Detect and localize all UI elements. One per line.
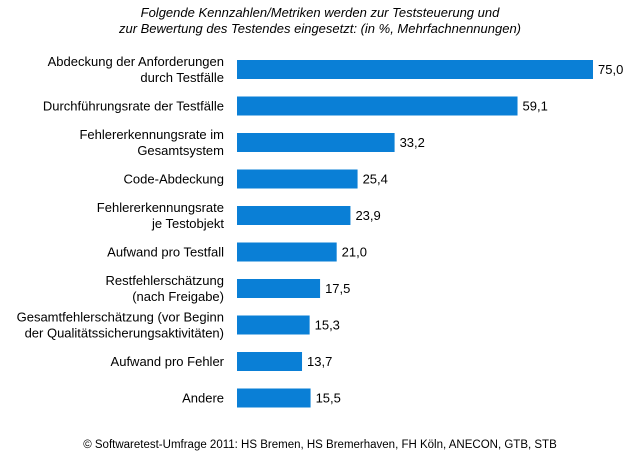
category-label-2-line-1: Gesamtsystem bbox=[137, 143, 224, 158]
category-label-2-line-0: Fehlererkennungsrate im bbox=[79, 127, 224, 142]
bar-4 bbox=[237, 206, 351, 225]
value-label-4: 23,9 bbox=[355, 208, 380, 223]
category-label-9: Andere bbox=[182, 391, 224, 406]
value-label-5: 21,0 bbox=[342, 245, 367, 260]
category-label-0: Abdeckung der Anforderungen durch Testfäl… bbox=[48, 54, 224, 85]
category-label-5: Aufwand pro Testfall bbox=[107, 245, 224, 260]
bar-5 bbox=[237, 242, 337, 262]
category-label-6-line-1: (nach Freigabe) bbox=[132, 289, 224, 304]
value-label-3: 25,4 bbox=[363, 172, 388, 187]
category-label-4-line-1: je Testobjekt bbox=[151, 216, 224, 231]
category-label-2: Fehlererkennungsrate im Gesamtsystem bbox=[79, 127, 224, 158]
bar-0 bbox=[237, 60, 593, 79]
category-label-4-line-0: Fehlererkennungsrate bbox=[97, 200, 224, 215]
category-label-8-line-0: Aufwand pro Fehler bbox=[111, 354, 225, 369]
category-label-9-line-0: Andere bbox=[182, 391, 224, 406]
category-label-1-line-0: Durchführungsrate der Testfälle bbox=[43, 99, 224, 114]
category-label-4: Fehlererkennungsrate je Testobjekt bbox=[97, 200, 225, 231]
value-label-8: 13,7 bbox=[307, 354, 332, 369]
value-label-0: 75,0 bbox=[598, 62, 623, 77]
value-label-2: 33,2 bbox=[400, 135, 425, 150]
category-label-3: Code-Abdeckung bbox=[124, 172, 224, 187]
bar-6 bbox=[237, 279, 321, 298]
value-label-9: 15,5 bbox=[316, 391, 341, 406]
chart-title-line-1: Folgende Kennzahlen/Metriken werden zur … bbox=[140, 5, 500, 20]
category-label-5-line-0: Aufwand pro Testfall bbox=[107, 245, 224, 260]
category-label-7-line-0: Gesamtfehlerschätzung (vor Beginn bbox=[17, 310, 224, 325]
category-label-1: Durchführungsrate der Testfälle bbox=[43, 99, 224, 114]
chart-title: Folgende Kennzahlen/Metriken werden zur … bbox=[0, 5, 640, 37]
bar-1 bbox=[237, 96, 518, 116]
category-label-7: Gesamtfehlerschätzung (vor Beginn der Qua… bbox=[17, 310, 224, 341]
category-label-3-line-0: Code-Abdeckung bbox=[124, 172, 224, 187]
category-label-6: Restfehlerschätzung (nach Freigabe) bbox=[105, 273, 224, 304]
category-label-0-line-1: durch Testfälle bbox=[140, 70, 224, 85]
bar-3 bbox=[237, 169, 358, 189]
chart-title-line-2: zur Bewertung des Testendes eingesetzt: … bbox=[118, 21, 522, 36]
bar-9 bbox=[237, 388, 311, 408]
bar-7 bbox=[237, 315, 310, 335]
category-label-8: Aufwand pro Fehler bbox=[111, 354, 225, 369]
category-label-7-line-1: der Qualitätssicherungsaktivitäten) bbox=[25, 326, 224, 341]
value-label-7: 15,3 bbox=[315, 318, 340, 333]
bar-8 bbox=[237, 352, 303, 371]
footer-source: © Softwaretest-Umfrage 2011: HS Bremen, … bbox=[83, 439, 557, 451]
category-label-6-line-0: Restfehlerschätzung bbox=[105, 273, 224, 288]
value-label-6: 17,5 bbox=[325, 281, 350, 296]
bar-2 bbox=[237, 133, 395, 152]
category-label-0-line-0: Abdeckung der Anforderungen bbox=[48, 54, 224, 69]
value-label-1: 59,1 bbox=[523, 99, 548, 114]
